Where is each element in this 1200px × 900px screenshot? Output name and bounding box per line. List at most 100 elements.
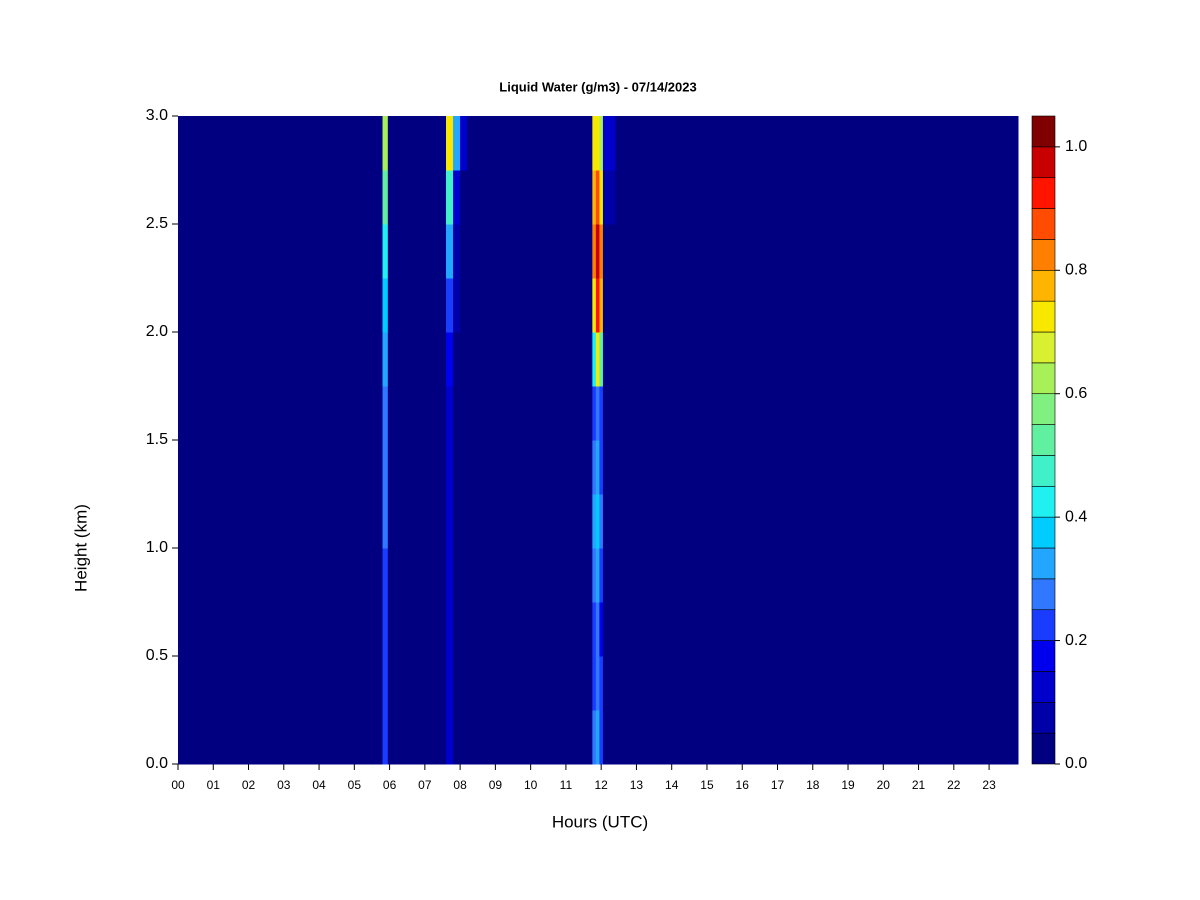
x-tick-label: 07 [418, 778, 432, 792]
colorbar-band [1031, 701, 1056, 734]
heat-cell [592, 116, 597, 171]
heat-cell [615, 278, 1019, 333]
heat-cell [387, 440, 447, 495]
heat-cell [467, 710, 593, 765]
heat-cell [467, 170, 593, 225]
heat-cell [178, 278, 384, 333]
heat-cell [467, 656, 593, 711]
heat-cell [382, 224, 389, 279]
heat-cell [460, 494, 468, 549]
heat-cell [595, 440, 600, 495]
heat-cell [178, 440, 384, 495]
heat-cell [387, 656, 447, 711]
heat-cell [599, 170, 604, 225]
x-tick-label: 21 [912, 778, 926, 792]
x-tick-label: 06 [383, 778, 397, 792]
x-tick-label: 18 [806, 778, 820, 792]
y-tick-label: 2.0 [146, 323, 168, 340]
heat-cell [595, 224, 600, 279]
heat-cell [387, 602, 447, 657]
heat-cell [592, 332, 597, 387]
heat-cell [602, 656, 616, 711]
heat-cell [595, 278, 600, 333]
colorbar-band [1031, 640, 1056, 672]
x-axis-label: Hours (UTC) [552, 812, 648, 831]
heat-cell [178, 332, 384, 387]
x-tick-label: 08 [453, 778, 467, 792]
heat-cell [382, 278, 389, 333]
heat-cell [460, 710, 468, 765]
heat-cell [446, 332, 454, 387]
heat-cell [595, 548, 600, 603]
heat-cell [599, 710, 604, 765]
heat-cell [599, 440, 604, 495]
x-tick-label: 03 [277, 778, 291, 792]
x-tick-label: 10 [524, 778, 538, 792]
heat-cell [453, 602, 461, 657]
heat-cell [446, 278, 454, 333]
heat-cell [446, 386, 454, 441]
heat-cell [595, 602, 600, 657]
heat-cell [602, 548, 616, 603]
heat-cell [592, 440, 597, 495]
heat-cell [387, 170, 447, 225]
y-axis-label: Height (km) [71, 504, 90, 592]
colorbar-band [1031, 671, 1056, 703]
heat-cell [595, 332, 600, 387]
heat-cell [178, 224, 384, 279]
x-tick-label: 20 [877, 778, 891, 792]
heat-cell [460, 440, 468, 495]
heat-cell [178, 710, 384, 765]
heat-cell [615, 494, 1019, 549]
heat-cell [615, 656, 1019, 711]
colorbar-band [1031, 578, 1056, 611]
x-tick-label: 01 [207, 778, 221, 792]
heat-cell [599, 224, 604, 279]
heat-cell [602, 710, 616, 765]
heat-cell [460, 656, 468, 711]
heat-cell [446, 710, 454, 765]
heat-cell [467, 386, 593, 441]
heat-cell [446, 656, 454, 711]
heat-cell [599, 548, 604, 603]
heat-cell [446, 602, 454, 657]
heat-cell [467, 548, 593, 603]
heat-cell [453, 386, 461, 441]
colorbar-band [1031, 362, 1056, 395]
heat-cell [387, 386, 447, 441]
heat-cell [602, 332, 616, 387]
heat-cell [592, 386, 597, 441]
colorbar-band [1031, 115, 1056, 148]
y-tick-label: 0.5 [146, 647, 168, 664]
heat-cell [382, 332, 389, 387]
x-tick-label: 00 [171, 778, 185, 792]
heat-cell [595, 386, 600, 441]
x-tick-label: 17 [771, 778, 785, 792]
heat-cell [592, 710, 597, 765]
x-tick-label: 02 [242, 778, 256, 792]
heat-cell [467, 116, 593, 171]
y-tick-label: 2.5 [146, 215, 168, 232]
heat-cell [446, 494, 454, 549]
heat-cell [453, 278, 461, 333]
y-tick-label: 1.5 [146, 431, 168, 448]
colorbar-band [1031, 455, 1056, 487]
heat-cell [178, 602, 384, 657]
heat-cell [178, 386, 384, 441]
heat-cell [615, 224, 1019, 279]
heat-cell [615, 710, 1019, 765]
heat-cell [602, 278, 616, 333]
colorbar-tick-label: 0.8 [1065, 262, 1087, 279]
heat-cell [387, 494, 447, 549]
heat-cell [387, 116, 447, 171]
heat-cell [615, 386, 1019, 441]
heat-cell [453, 224, 461, 279]
heat-cell [382, 440, 389, 495]
heat-cell [599, 656, 604, 711]
heat-cell [382, 548, 389, 603]
heat-cell [453, 332, 461, 387]
heat-cell [592, 170, 597, 225]
heat-cell [178, 170, 384, 225]
heat-cell [595, 656, 600, 711]
heat-cell [467, 602, 593, 657]
